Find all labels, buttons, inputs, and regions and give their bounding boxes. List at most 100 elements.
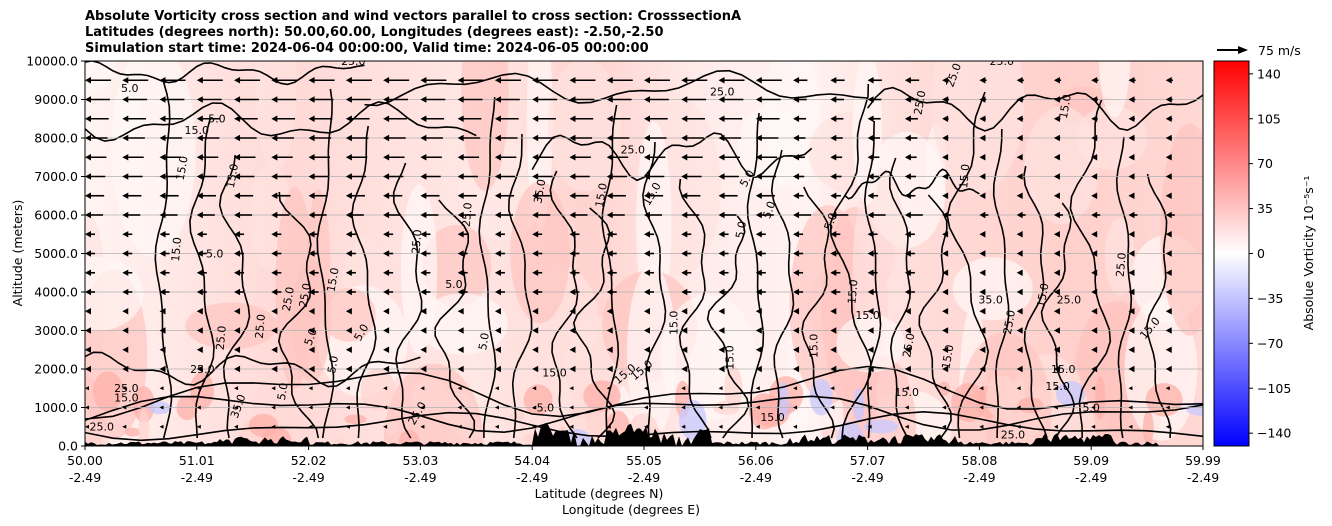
wind-vector [830,134,843,142]
wind-vector [569,115,594,122]
vorticity-patch [417,293,508,355]
wind-vector-head [308,154,315,161]
wind-vector [1165,288,1172,296]
wind-vector-head [1016,211,1023,219]
wind-vector [793,173,805,180]
wind-vector [867,173,879,180]
wind-vector [1016,192,1023,199]
wind-vector [942,211,952,219]
wind-vector-head [122,77,129,84]
wind-vector [942,173,949,180]
wind-vector [1165,250,1172,257]
wind-vector-head [718,96,725,103]
vorticity-surface-patch [384,420,399,436]
wind-vector-head [196,250,203,257]
wind-vector [532,134,555,142]
wind-vector [979,386,984,391]
wind-vector-head [1203,212,1209,218]
wind-vector [1203,173,1209,179]
wind-vector-head [569,77,576,84]
wind-vector-head [606,96,613,103]
wind-vector [196,308,203,315]
wind-vector [308,115,333,122]
wind-vector-head [1016,346,1023,353]
wind-vector [122,173,143,180]
wind-vector-head [681,211,688,219]
wind-vector [1091,327,1098,334]
wind-vector [904,386,909,391]
contour-line [1146,173,1172,439]
wind-vector [755,134,779,142]
wind-vector [979,250,986,257]
wind-vector-head [494,211,501,219]
vorticity-patch [931,61,1025,194]
wind-vector [1016,211,1026,219]
wind-vector [644,134,667,142]
wind-vector-head [1053,115,1060,122]
wind-vector [159,386,164,391]
contour-label: 25.0 [114,382,139,395]
wind-vector [942,154,949,161]
wind-vector [867,288,878,296]
wind-vector [1128,77,1136,84]
wind-vector-head [85,365,91,373]
wind-vector [681,327,688,334]
wind-vector [1016,134,1023,142]
wind-vector-head [830,115,837,122]
wind-vector [420,96,446,103]
wind-vector [383,77,410,84]
wind-vector [345,269,356,276]
wind-vector-head [904,231,911,238]
wind-vector-head [271,250,278,257]
wind-vector [718,424,723,429]
wind-vector [85,154,107,161]
wind-vector [644,211,662,219]
wind-vector-head [718,288,725,296]
wind-vector [494,134,518,142]
wind-vector-head [979,154,986,161]
wind-vector-head [122,365,129,373]
wind-vector-head [532,231,539,238]
wind-vector [532,269,543,276]
wind-vector [234,424,239,429]
wind-vector [1165,173,1172,180]
terrain-profile [85,422,1203,446]
contour-label: 25.0 [621,143,646,156]
wind-vector-head [383,173,390,180]
wind-vector [718,211,737,219]
contour-line [770,149,795,439]
wind-vector [494,173,516,180]
wind-vector-head [1016,231,1023,238]
contour-label: 5.0 [325,355,341,374]
wind-vector-head [1128,250,1135,257]
contour-label: 25.0 [1057,294,1082,307]
vorticity-patch [185,302,277,350]
wind-vector-head [718,365,725,373]
wind-vector [1053,173,1060,180]
wind-vector-head [830,173,837,180]
wind-vector [1203,154,1209,160]
wind-vector-head [979,250,986,257]
wind-vector-head [159,173,166,180]
vorticity-surface-patch [133,386,155,423]
wind-vector [345,192,366,199]
wind-vector [569,386,574,391]
wind-vector-head [830,346,837,353]
contour-label: 15.0 [542,367,567,380]
wind-vector [1016,424,1021,429]
wind-vector [420,211,439,219]
contour-line [642,141,667,439]
wind-vector-head [904,134,911,142]
wind-vector [85,405,89,410]
wind-vector [606,134,630,142]
wind-vector [383,308,390,315]
wind-vector [1128,386,1133,391]
wind-vector [234,308,241,315]
wind-vector-head [122,308,129,315]
chart-title-line-3: Simulation start time: 2024-06-04 00:00:… [85,41,649,56]
wind-vector [196,424,201,429]
wind-vector-head [942,173,949,180]
wind-vector-head [457,192,464,199]
wind-vector [1128,154,1135,161]
colorbar-ticks: 140 105 70 35 0 −35 −70 −105 −140 [1249,66,1291,441]
